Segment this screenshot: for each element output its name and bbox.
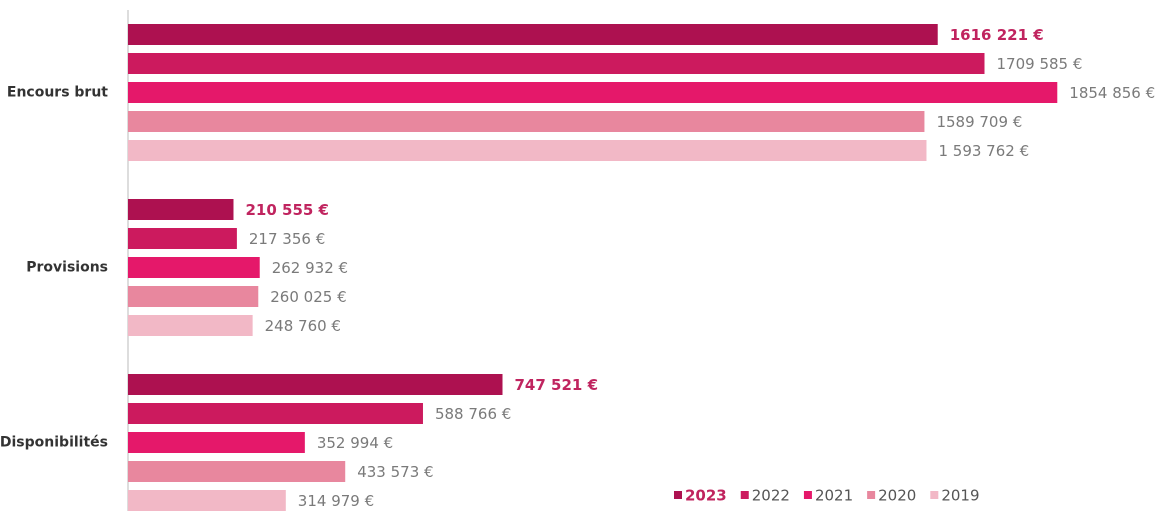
bar: [128, 140, 927, 161]
category-label: Disponibilités: [0, 435, 108, 451]
bar: [128, 53, 985, 74]
category-label: Encours brut: [7, 85, 108, 101]
legend-swatch: [803, 491, 812, 499]
bar: [128, 199, 234, 220]
category-label: Provisions: [26, 260, 108, 276]
value-label: 1854 856 €: [1069, 84, 1155, 102]
value-label: 1709 585 €: [997, 55, 1083, 73]
value-label: 1 593 762 €: [938, 142, 1029, 160]
value-label: 352 994 €: [317, 434, 393, 452]
value-label: 248 760 €: [265, 317, 341, 335]
bar: [128, 82, 1058, 103]
bar: [128, 315, 253, 336]
bar: [128, 24, 938, 45]
legend-swatch: [930, 491, 939, 499]
bar: [128, 403, 423, 424]
legend-label: 2021: [815, 487, 853, 505]
value-label: 262 932 €: [272, 259, 348, 277]
value-label: 588 766 €: [435, 405, 511, 423]
value-label: 433 573 €: [357, 463, 433, 481]
value-label: 260 025 €: [270, 288, 346, 306]
bar: [128, 374, 503, 395]
bar: [128, 257, 260, 278]
bar: [128, 111, 925, 132]
bar: [128, 461, 346, 482]
bar: [128, 228, 237, 249]
value-label: 1616 221 €: [950, 26, 1044, 44]
legend-label: 2023: [685, 487, 727, 505]
value-label: 1589 709 €: [936, 113, 1022, 131]
legend-label: 2020: [878, 487, 916, 505]
bar: [128, 286, 259, 307]
legend-label: 2019: [941, 487, 979, 505]
bar: [128, 432, 305, 453]
legend-label: 2022: [752, 487, 790, 505]
legend-swatch: [867, 491, 876, 499]
bar: [128, 490, 286, 511]
value-label: 210 555 €: [245, 201, 329, 219]
legend-swatch: [674, 491, 682, 499]
legend-swatch: [740, 491, 749, 499]
value-label: 217 356 €: [249, 230, 325, 248]
value-label: 747 521 €: [515, 376, 599, 394]
value-label: 314 979 €: [298, 492, 374, 510]
